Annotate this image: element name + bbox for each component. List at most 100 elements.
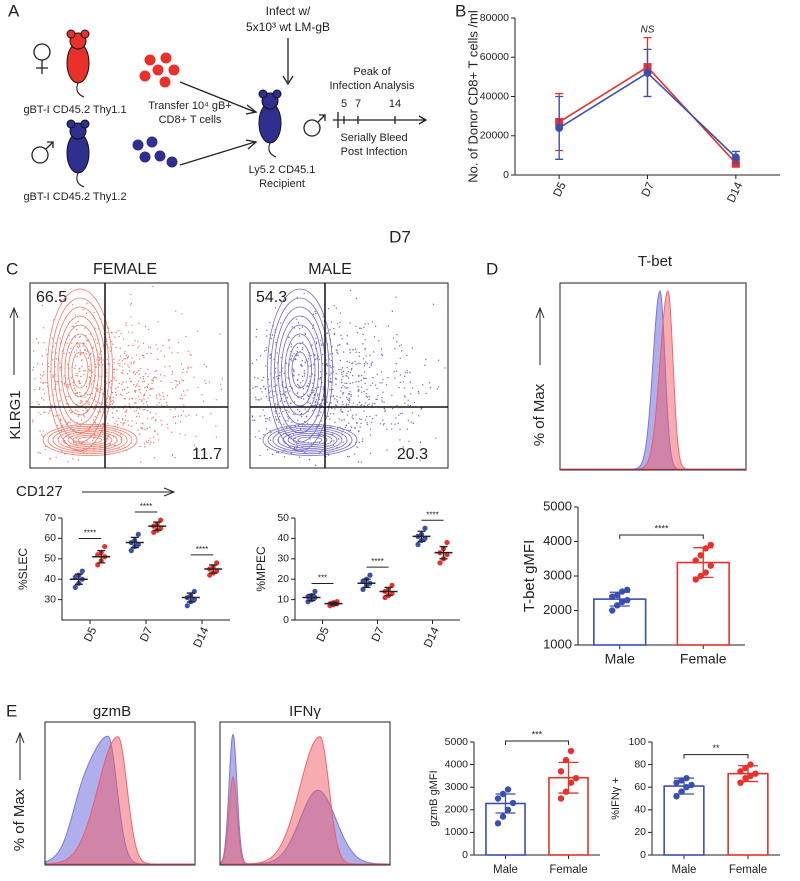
event <box>147 375 149 378</box>
quadrant-value: 20.3 <box>397 446 428 463</box>
event <box>366 388 368 391</box>
arrow <box>282 38 294 86</box>
event <box>274 307 277 309</box>
event <box>360 404 362 407</box>
event <box>76 437 78 439</box>
event <box>195 435 197 438</box>
event <box>155 413 157 415</box>
event <box>80 359 83 361</box>
event <box>366 423 369 426</box>
event <box>124 388 126 390</box>
event <box>371 405 373 407</box>
x-tick-label: Male <box>493 864 518 876</box>
event <box>411 347 413 349</box>
dot <box>509 799 517 807</box>
event <box>123 363 126 365</box>
event <box>112 407 114 410</box>
event <box>171 455 174 457</box>
event <box>349 289 352 292</box>
event <box>259 355 262 357</box>
event <box>287 420 289 422</box>
event <box>330 402 332 404</box>
event <box>121 366 123 368</box>
event <box>307 401 309 403</box>
hist-title: gzmB <box>93 703 131 720</box>
event <box>349 351 352 354</box>
event <box>134 373 137 376</box>
event <box>185 335 187 338</box>
contour <box>62 431 118 449</box>
event <box>139 408 141 410</box>
event <box>32 421 34 423</box>
event <box>98 356 100 358</box>
event <box>181 397 184 400</box>
event <box>289 402 292 405</box>
event <box>357 362 359 365</box>
event <box>79 391 81 394</box>
dot <box>752 770 759 777</box>
event <box>263 414 266 417</box>
event <box>261 379 263 381</box>
event <box>253 419 256 422</box>
event <box>296 318 298 320</box>
event <box>361 440 363 443</box>
event <box>282 381 284 383</box>
dot <box>567 779 575 786</box>
event <box>162 344 164 347</box>
event <box>150 441 152 443</box>
event <box>251 416 254 418</box>
event <box>61 450 63 453</box>
event <box>312 324 315 326</box>
event <box>94 404 97 406</box>
event <box>109 396 111 399</box>
event <box>322 386 325 388</box>
event <box>296 346 299 349</box>
dot <box>102 543 108 550</box>
event <box>429 386 432 389</box>
event <box>279 371 281 374</box>
y-tick-label: 1000 <box>445 826 469 838</box>
event <box>76 372 78 375</box>
event <box>351 416 353 418</box>
event <box>115 391 117 394</box>
event <box>141 400 143 403</box>
event <box>137 370 140 372</box>
dot <box>72 584 78 590</box>
event <box>269 390 271 392</box>
female-symbol <box>33 43 51 61</box>
event <box>341 373 343 376</box>
event <box>394 423 396 425</box>
event <box>107 407 109 410</box>
event <box>154 370 156 373</box>
event <box>358 355 361 357</box>
event <box>365 377 367 380</box>
event <box>139 389 141 391</box>
event <box>313 354 316 356</box>
event <box>125 322 127 324</box>
event <box>345 405 348 407</box>
event <box>371 321 374 323</box>
event <box>159 395 161 397</box>
event <box>180 313 183 315</box>
event <box>326 332 329 334</box>
event <box>364 402 366 404</box>
event <box>43 374 45 376</box>
x-tick-label: D7 <box>640 180 657 198</box>
event <box>89 333 91 335</box>
event <box>67 396 70 398</box>
event <box>91 371 94 373</box>
y-tick-label: 20 <box>277 573 289 585</box>
event <box>341 434 343 436</box>
event <box>140 367 142 370</box>
arrow <box>15 731 25 780</box>
event <box>276 404 279 406</box>
event <box>141 354 144 357</box>
event <box>419 459 421 461</box>
event <box>175 380 178 382</box>
event <box>39 430 41 432</box>
y-tick-label: 100 <box>628 736 646 748</box>
event <box>152 387 154 390</box>
event <box>109 350 112 352</box>
event <box>310 354 312 357</box>
event <box>106 437 109 439</box>
